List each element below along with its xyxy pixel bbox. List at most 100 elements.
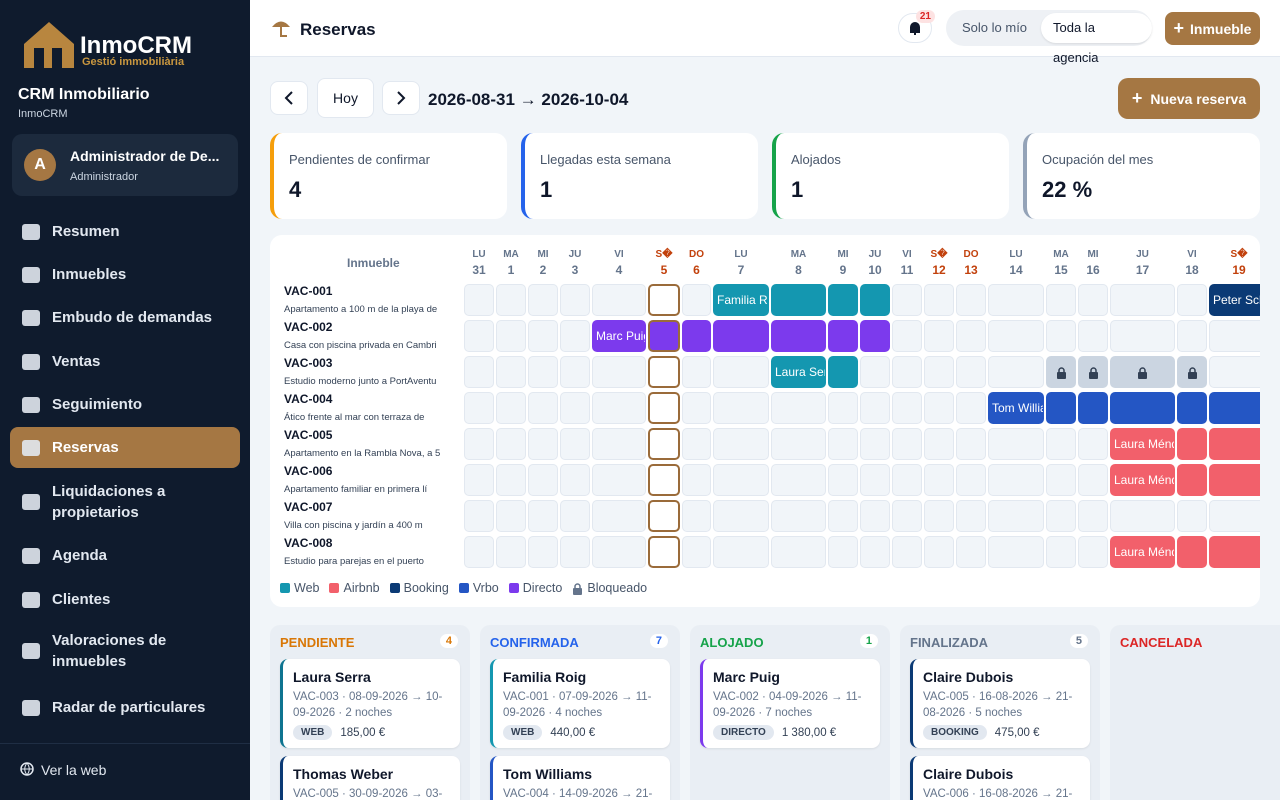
booking-cell[interactable] [1177,356,1207,388]
booking-cell[interactable] [1209,392,1260,424]
day-number: 10 [868,263,882,277]
booking-card[interactable]: Claire Dubois VAC-005 · 16-08-2026 → 21-0… [910,659,1090,748]
nav-item[interactable]: Inmuebles [10,258,240,291]
price: 185,00 € [340,726,386,739]
booking-card[interactable]: Tom Williams VAC-004 · 14-09-2026 → 21- [490,756,670,800]
booking-cell[interactable] [771,320,826,352]
booking-cell[interactable] [648,320,680,352]
booking-cell[interactable] [1078,356,1108,388]
nav-item[interactable]: Seguimiento [10,388,240,421]
booking-cell[interactable] [1177,428,1207,460]
calendar-cell [496,536,526,568]
booking-cell[interactable] [1046,356,1076,388]
booking-cell[interactable]: Peter Schr [1209,284,1260,316]
scope-option[interactable]: Toda la agencia [1041,13,1152,65]
footer-link[interactable]: Ver la web [41,762,107,778]
nav-item[interactable]: Reservas [10,427,240,468]
booking-cell[interactable] [1078,392,1108,424]
legend-label: Directo [522,581,563,595]
next-button[interactable] [382,81,420,115]
day-number: 2 [539,263,547,277]
day-of-week: MA [1053,249,1069,260]
booking-cell[interactable] [1110,356,1175,388]
booking-cell[interactable] [1110,392,1175,424]
booking-card[interactable]: Laura Serra VAC-003 · 08-09-2026 → 10-09-… [280,659,460,748]
booking-cell[interactable] [1209,464,1260,496]
calendar-cell [956,500,986,532]
nav-item[interactable]: Valoraciones de inmuebles [10,626,240,676]
calendar-cell [464,428,494,460]
guest-name: Familia Roig [503,669,587,685]
nav-item[interactable]: Embudo de demandas [10,301,240,334]
calendar-cell [682,284,711,316]
calendar-cell [648,500,680,532]
booking-card[interactable]: Claire Dubois VAC-006 · 16-08-2026 → 21- [910,756,1090,800]
property-desc: Apartamento en la Rambla Nova, a 5 [284,448,441,459]
booking-card[interactable]: Familia Roig VAC-001 · 07-09-2026 → 11-09… [490,659,670,748]
booking-cell[interactable] [1046,392,1076,424]
booking-cell[interactable] [682,320,711,352]
booking-cell[interactable] [1177,464,1207,496]
booking-cell[interactable]: Familia Ro [713,284,769,316]
booking-cell[interactable] [860,320,890,352]
booking-cell[interactable] [1177,392,1207,424]
booking-cell[interactable]: Tom Willia [988,392,1044,424]
booking-cell[interactable] [828,356,858,388]
legend-item: Web [280,581,319,595]
calendar-cell [592,356,646,388]
booking-cell[interactable] [771,284,826,316]
nav-label: Radar de particulares [52,699,206,716]
nav-item[interactable]: Ventas [10,345,240,378]
day-of-week: S� [1230,249,1248,260]
calendar-cell [860,428,890,460]
scope-option[interactable]: Solo lo mío [962,20,1028,35]
day-number: 6 [693,263,700,277]
column-title: CONFIRMADA [490,635,579,650]
nav-item[interactable]: Resumen [10,215,240,248]
add-property-button[interactable]: + Inmueble [1165,12,1260,45]
booking-cell[interactable]: Laura Ménd [1110,536,1175,568]
guest-name: Tom Williams [503,766,593,782]
kanban-column: ALOJADO 1 Marc Puig VAC-002 · 04-09-2026 → … [690,625,890,800]
umbrella-icon [272,21,290,37]
new-booking-button[interactable]: + Nueva reserva [1118,78,1260,119]
nav-item[interactable]: Radar de particulares [10,691,240,724]
today-button[interactable]: Hoy [317,78,374,118]
booking-cell[interactable] [828,320,858,352]
calendar-cell [860,392,890,424]
booking-cell[interactable] [1209,428,1260,460]
day-number: 3 [571,263,579,277]
day-of-week: VI [1187,249,1197,260]
booking-cell[interactable] [828,284,858,316]
user-box[interactable]: A Administrador de De... Administrador [12,134,238,196]
property-code: VAC-002 [284,320,333,334]
calendar-cell [464,320,494,352]
legend-swatch [508,583,519,593]
calendar-cell [496,356,526,388]
calendar-cell [560,320,590,352]
nav-item[interactable]: Liquidaciones a propietarios [10,477,240,527]
booking-cell[interactable]: Marc Puig [592,320,646,352]
day-of-week: MA [790,249,807,260]
calendar-cell [771,500,826,532]
calendar: Inmueble LU 31 MA 1 MI 2 JU 3 VI 4 S� 5 DO 6 LU 7 MA 8 MI 9 J… [270,235,1260,607]
prev-button[interactable] [270,81,308,115]
booking-card[interactable]: Marc Puig VAC-002 · 04-09-2026 → 11-09-20… [700,659,880,748]
calendar-cell [496,392,526,424]
booking-cell[interactable] [713,320,769,352]
notifications[interactable]: 21 [898,10,935,43]
calendar-cell [828,428,858,460]
calendar-cell [956,320,986,352]
booking-cell[interactable]: Laura Ménd [1110,464,1175,496]
booking-cell[interactable] [1177,536,1207,568]
calendar-cell [1046,536,1076,568]
booking-card[interactable]: Thomas Weber VAC-005 · 30-09-2026 → 03- [280,756,460,800]
calendar-cell [713,464,769,496]
booking-cell[interactable]: Laura Serr [771,356,826,388]
booking-cell[interactable]: Laura Ménd [1110,428,1175,460]
day-of-week: JU [568,249,582,260]
nav-item[interactable]: Clientes [10,583,240,616]
booking-cell[interactable] [1209,536,1260,568]
booking-cell[interactable] [860,284,890,316]
nav-item[interactable]: Agenda [10,539,240,572]
